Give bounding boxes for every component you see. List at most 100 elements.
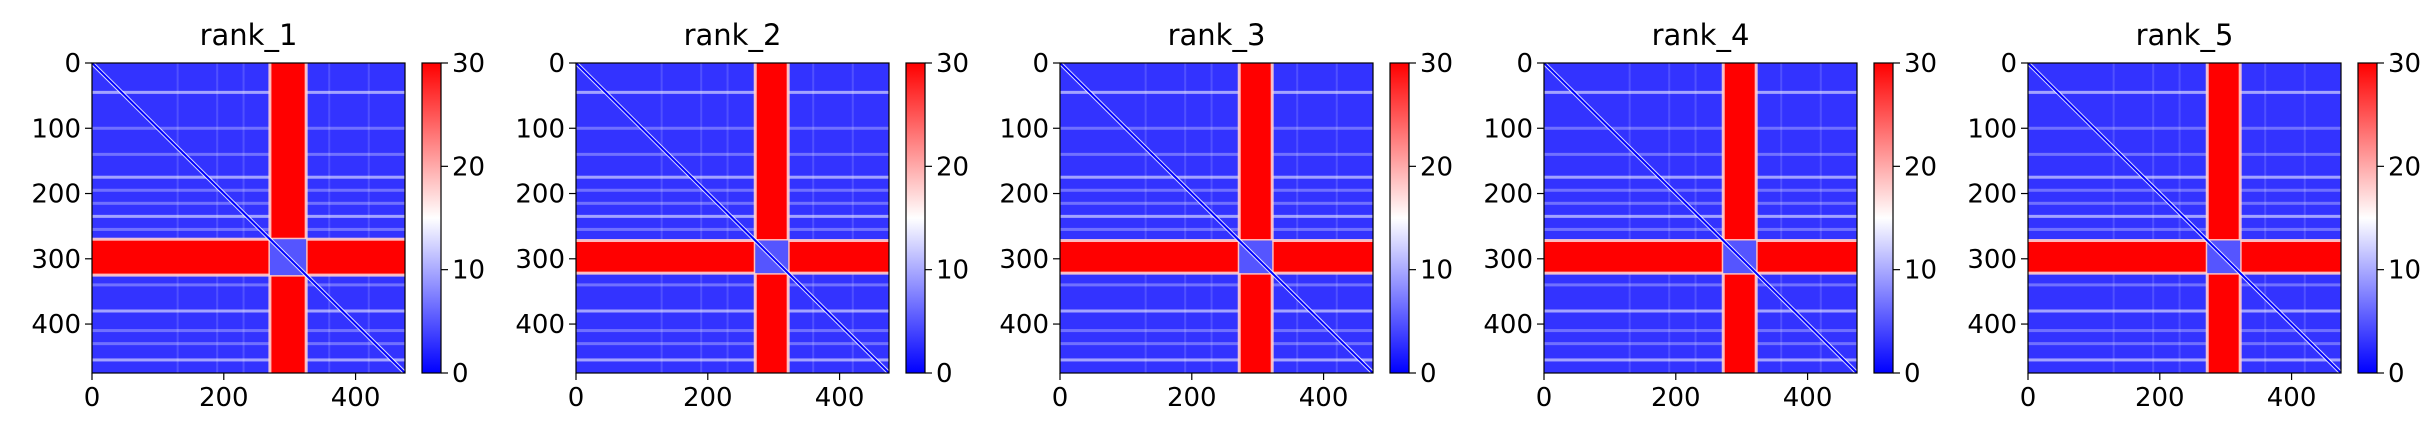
heatmap-streak [92,283,405,287]
panel-3: rank_3 0 200 400 0 100 200 300 400 0 10 20 30 [999,18,1453,413]
heatmap-streak [1060,201,1373,205]
heatmap-streak [2028,342,2341,346]
heatmap-streak [1184,63,1187,373]
x-tick-label: 400 [815,383,865,413]
heatmap-band-edge [1544,271,1857,275]
heatmap-band-edge [1754,63,1758,373]
colorbar-tick-label: 30 [2388,49,2421,79]
heatmap-streak [1144,63,1147,373]
heatmap-streak [1544,309,1857,313]
x-tick-label: 200 [1167,383,1217,413]
heatmap-streak [700,63,703,373]
heatmap-diagonal [1544,63,1857,373]
y-tick-label: 100 [1967,114,2017,144]
heatmap-streak [1060,342,1373,346]
heatmap-streak [2028,201,2341,205]
panel-2: rank_2 0 200 400 0 100 200 300 400 0 10 20 30 [515,18,969,413]
heatmap-streak [176,63,179,373]
heatmap-streak [92,90,405,94]
heatmap-diagonal [92,63,405,373]
y-tick-label: 0 [1516,49,1533,79]
colorbar-tick-label: 20 [452,152,485,182]
heatmap-band-edge [92,273,405,277]
colorbar [2357,62,2378,374]
heatmap-diagonal [2028,63,2341,373]
heatmap-streak [1628,63,1631,373]
colorbar-tick-label: 30 [1420,49,1453,79]
colorbar-tick-label: 30 [452,49,485,79]
heatmap-band-row [2028,240,2341,274]
y-tick-label: 300 [999,245,1049,275]
heatmap-streak [1544,188,1857,192]
heatmap-streak [2028,152,2341,156]
heatmap-streak [92,227,405,231]
colorbar-tick-label: 10 [2388,256,2421,286]
heatmap-streak [1060,227,1373,231]
heatmap-band-edge [753,63,757,373]
heatmap-streak [2028,329,2341,333]
x-tick-label: 400 [1299,383,1349,413]
y-tick-label: 200 [1483,180,1533,210]
heatmap-streak [1060,175,1373,179]
colorbar-tick-label: 0 [452,359,469,389]
heatmap-streak [1544,227,1857,231]
heatmap-band-edge [1237,63,1241,373]
heatmap-streak [576,188,889,192]
heatmap [92,63,405,373]
heatmap-streak [660,63,663,373]
y-tick-label: 200 [999,180,1049,210]
axes-frame [575,62,890,374]
panel-4: rank_4 0 200 400 0 100 200 300 400 0 10 20 30 [1483,18,1937,413]
x-tick-label: 200 [199,383,249,413]
heatmap [2028,63,2341,373]
colorbar-tick-label: 10 [452,256,485,286]
heatmap-streak [1544,152,1857,156]
heatmap-streak [576,309,889,313]
heatmap-streak [1544,90,1857,94]
heatmap-streak [92,126,405,130]
heatmap-streak [92,329,405,333]
y-tick-label: 100 [31,114,81,144]
heatmap-streak [1335,63,1338,373]
y-tick-label: 300 [515,245,565,275]
y-tick-label: 400 [31,310,81,340]
colorbar [421,62,442,374]
y-tick-label: 100 [515,114,565,144]
heatmap-streak [92,175,405,179]
panel-1: rank_1 0 200 400 0 100 200 300 400 0 10 20 30 [31,18,485,413]
x-tick-label: 200 [1651,383,1701,413]
heatmap-diagonal [1060,63,1373,373]
heatmap-band-edge [1544,239,1857,243]
colorbar-tick-label: 20 [2388,152,2421,182]
colorbar-tick-label: 20 [1904,152,1937,182]
heatmap-streak [726,63,729,373]
heatmap-streak [1060,188,1373,192]
y-tick-label: 400 [1967,310,2017,340]
heatmap-streak [2028,188,2341,192]
heatmap-streak [2028,358,2341,362]
heatmap-band-edge [1721,63,1725,373]
y-tick-label: 300 [1967,245,2017,275]
colorbar-tick-label: 10 [936,256,969,286]
heatmap-streak [1060,309,1373,313]
colorbar-tick-label: 10 [1420,256,1453,286]
heatmap-streak [1060,126,1373,130]
heatmap-streak [92,342,405,346]
chart-title: rank_3 [1168,18,1266,52]
colorbar-tick-label: 0 [1420,359,1437,389]
x-tick-label: 0 [1536,383,1553,413]
heatmap-band-row [1060,240,1373,274]
heatmap-streak [1544,201,1857,205]
heatmap-streak [1544,126,1857,130]
heatmap-band-edge [304,63,308,373]
heatmap-band-edge [786,63,790,373]
heatmap-band-edge [1060,271,1373,275]
axes-frame [2027,62,2342,374]
x-tick-label: 0 [2020,383,2037,413]
colorbar-tick-label: 0 [1904,359,1921,389]
heatmap-band-edge [2205,63,2209,373]
heatmap-streak [92,358,405,362]
axes-frame [1543,62,1858,374]
heatmap-streak [2178,63,2181,373]
heatmap-streak [1060,152,1373,156]
